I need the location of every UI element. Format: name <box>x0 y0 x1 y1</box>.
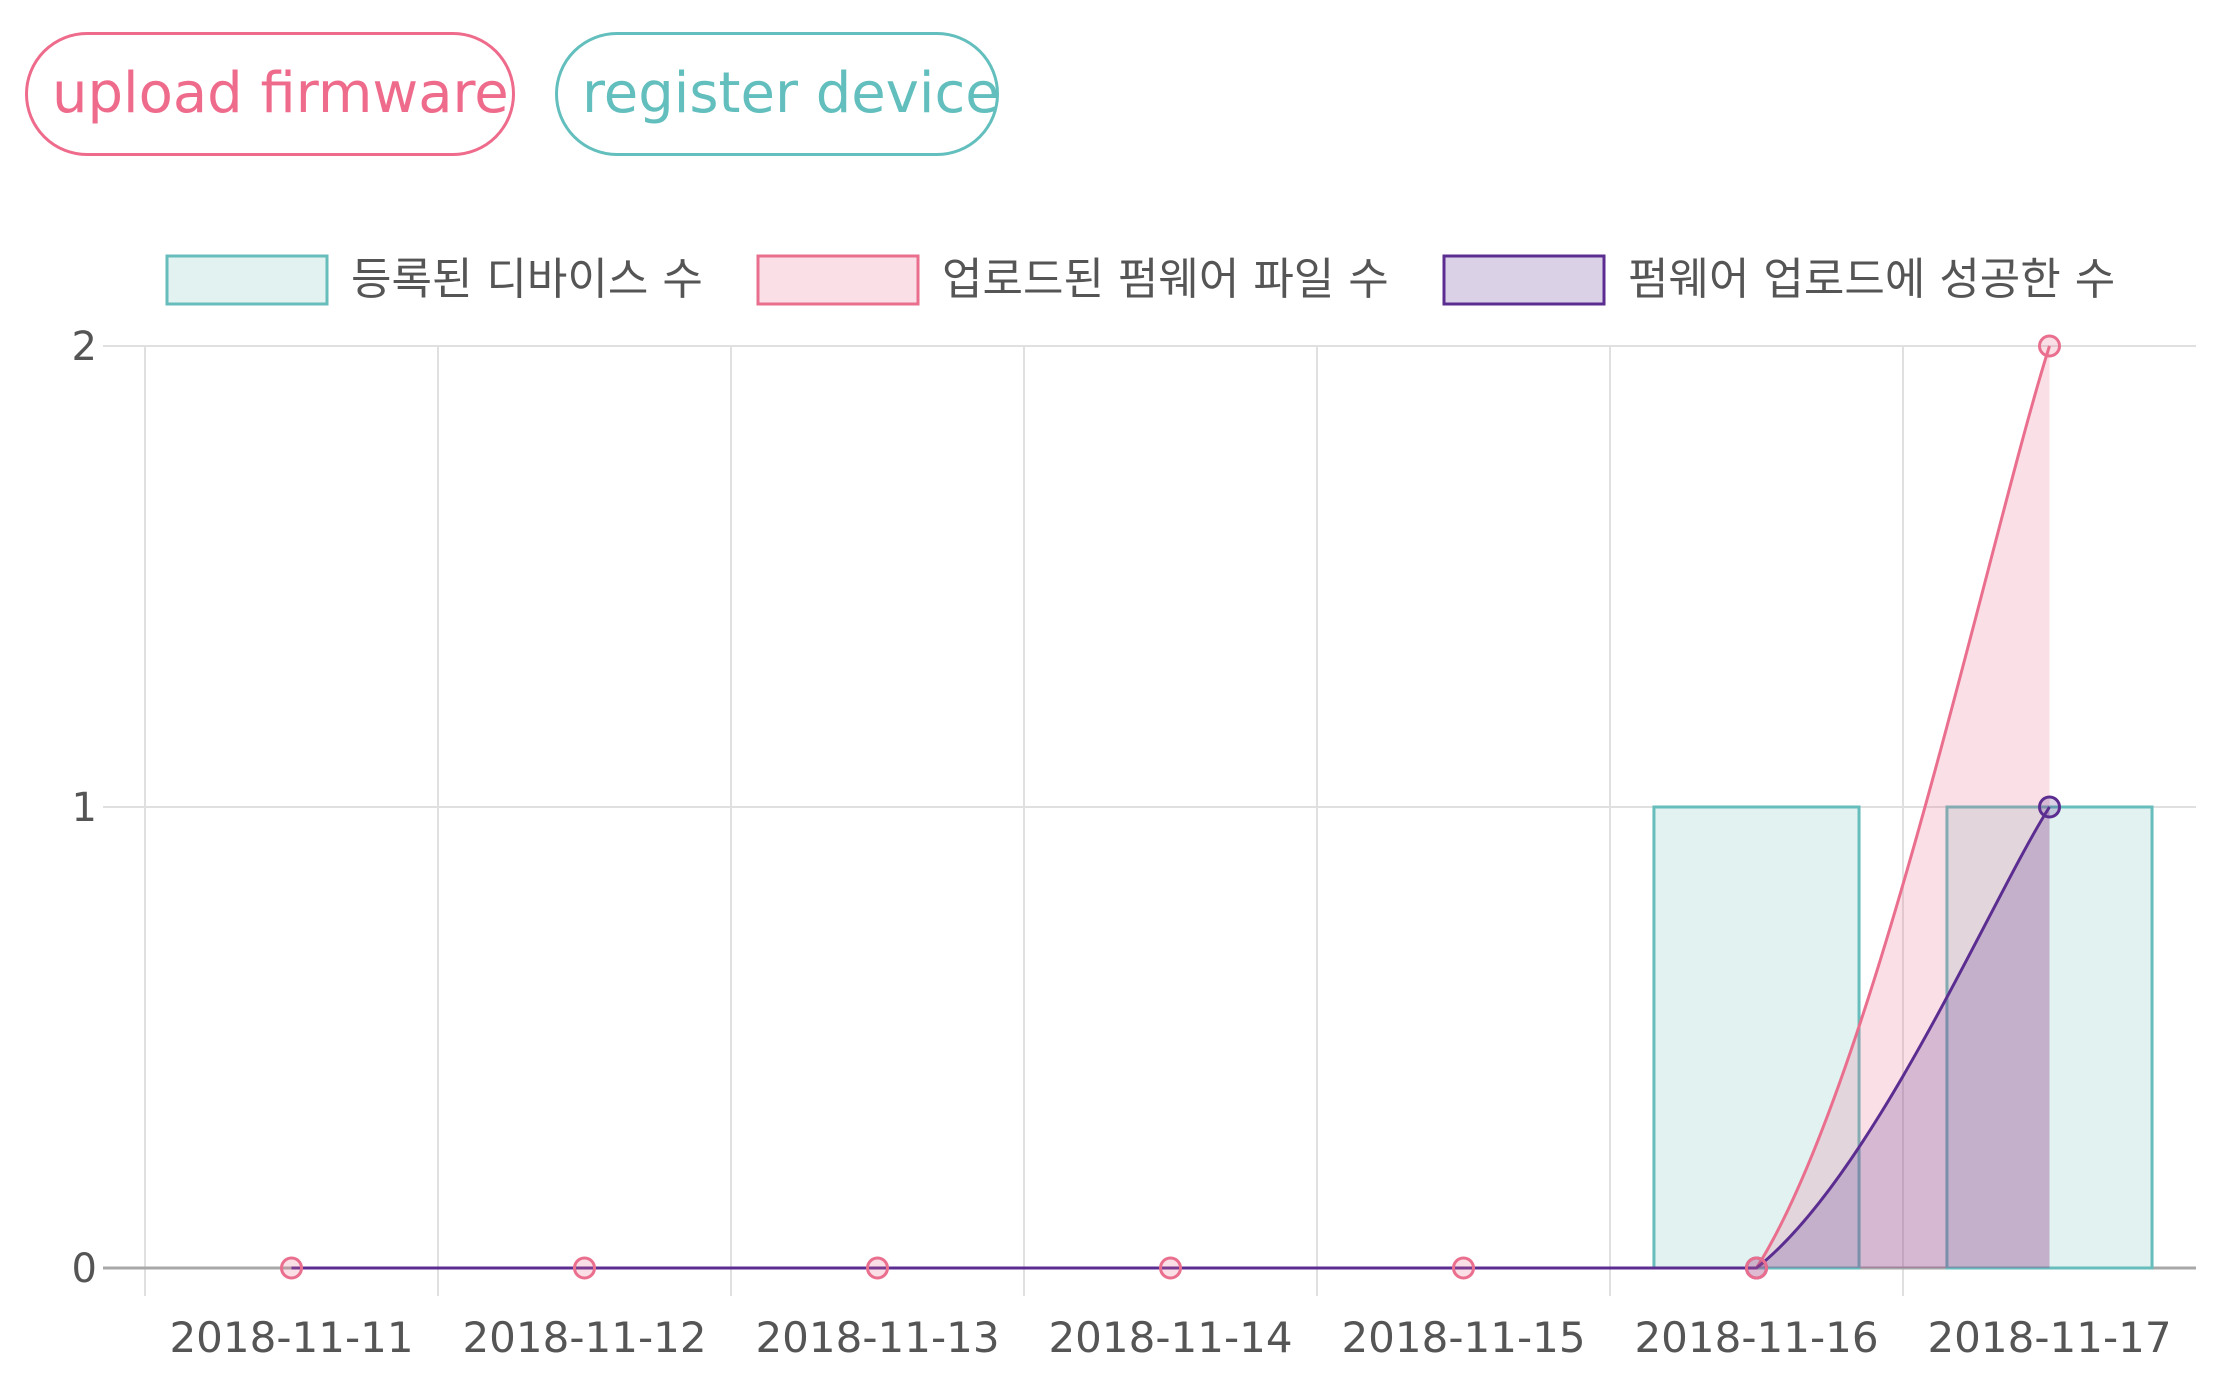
legend-swatch <box>167 256 327 304</box>
y-tick-label: 2 <box>72 324 97 370</box>
point-uploaded <box>1454 1258 1474 1278</box>
legend-swatch <box>758 256 918 304</box>
legend-label: 펌웨어 업로드에 성공한 수 <box>1628 254 2115 305</box>
legend-label: 업로드된 펌웨어 파일 수 <box>942 254 1389 305</box>
x-tick-label: 2018-11-11 <box>169 1313 413 1362</box>
point-uploaded <box>2040 336 2060 356</box>
x-tick-label: 2018-11-12 <box>462 1313 706 1362</box>
legend-label: 등록된 디바이스 수 <box>351 254 703 305</box>
point-success <box>2040 797 2060 817</box>
x-tick-label: 2018-11-14 <box>1048 1313 1292 1362</box>
y-tick-label: 1 <box>72 785 97 831</box>
x-tick-label: 2018-11-15 <box>1341 1313 1585 1362</box>
y-tick-label: 0 <box>72 1246 97 1292</box>
x-tick-label: 2018-11-13 <box>755 1313 999 1362</box>
x-tick-label: 2018-11-16 <box>1634 1313 1878 1362</box>
point-uploaded <box>868 1258 888 1278</box>
point-uploaded <box>1747 1258 1767 1278</box>
point-uploaded <box>575 1258 595 1278</box>
point-uploaded <box>282 1258 302 1278</box>
x-tick-label: 2018-11-17 <box>1927 1313 2171 1362</box>
point-uploaded <box>1161 1258 1181 1278</box>
legend-swatch <box>1444 256 1604 304</box>
